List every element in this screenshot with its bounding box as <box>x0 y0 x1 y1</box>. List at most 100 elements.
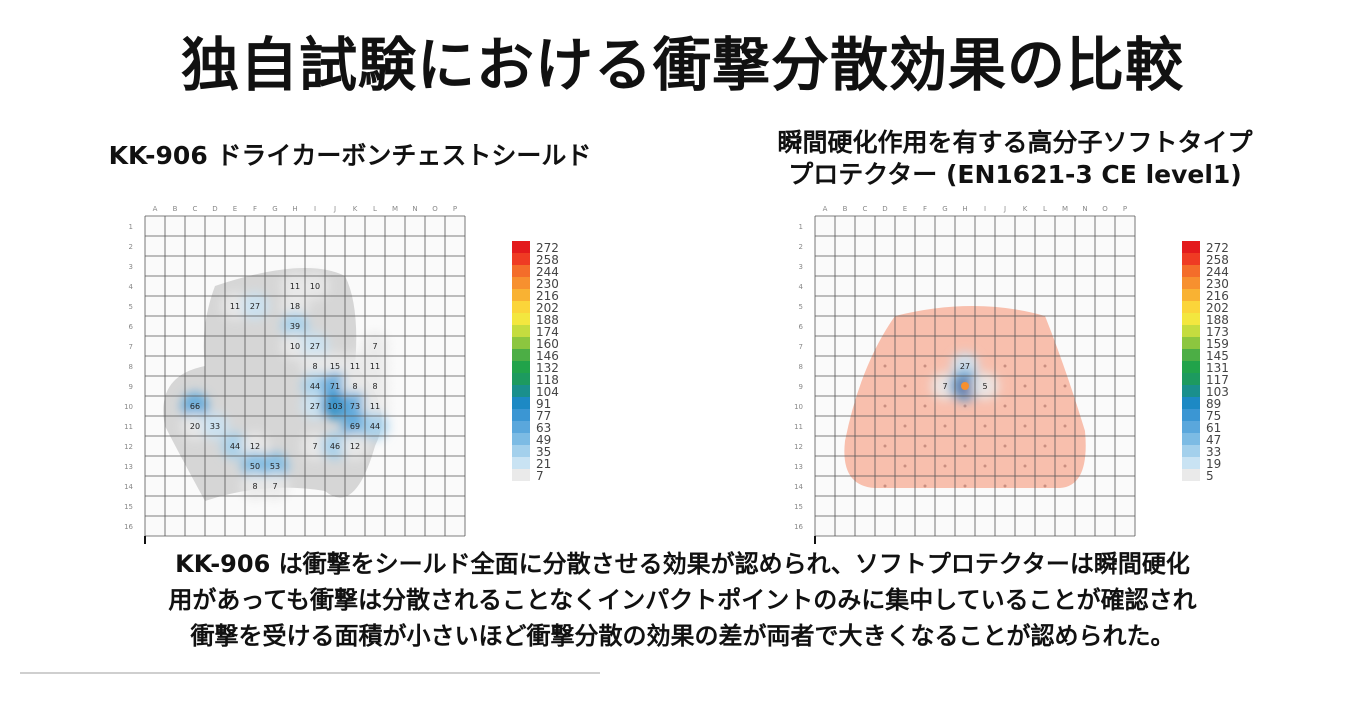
cell-value-label: 50 <box>250 462 260 471</box>
column-label: J <box>1003 205 1006 213</box>
cell-value-label: 11 <box>230 302 240 311</box>
heat-blob <box>341 432 369 460</box>
row-label: 3 <box>129 263 133 271</box>
sensor-dot <box>883 444 887 448</box>
scale-label: 49 <box>536 433 551 447</box>
scale-swatch <box>512 433 530 445</box>
scale-swatch <box>1182 265 1200 277</box>
scale-swatch <box>1182 409 1200 421</box>
cell-value-label: 11 <box>290 282 300 291</box>
column-label: G <box>272 205 277 213</box>
caption-line-3: 衝撃を受ける面積が小さいほど衝撃分散の効果の差が両者で大きくなることが認められた… <box>190 622 1175 650</box>
sensor-dot <box>1023 464 1027 468</box>
cell-value-label: 44 <box>370 422 380 431</box>
scale-label: 188 <box>1206 313 1229 327</box>
heat-blob <box>301 352 329 380</box>
heat-blob <box>341 372 369 400</box>
column-label: B <box>843 205 848 213</box>
column-label: L <box>373 205 377 213</box>
row-label: 12 <box>794 443 803 451</box>
column-label: H <box>962 205 967 213</box>
right-chart-title-line1: 瞬間硬化作用を有する高分子ソフトタイプ <box>777 128 1253 157</box>
scale-label: 244 <box>1206 265 1229 279</box>
scale-swatch <box>512 397 530 409</box>
cell-value-label: 66 <box>190 402 200 411</box>
column-label: F <box>253 205 257 213</box>
heat-blobs <box>931 352 999 402</box>
row-label: 5 <box>799 303 803 311</box>
row-label: 16 <box>124 523 133 531</box>
left-heatmap-chart: A B C D E F G H I J K L M N O P123456789101112131415161… <box>115 200 575 545</box>
scale-swatch <box>1182 457 1200 469</box>
row-label: 4 <box>799 283 804 291</box>
column-label: M <box>1062 205 1068 213</box>
scale-label: 35 <box>536 445 551 459</box>
sensor-dot <box>1023 384 1027 388</box>
scale-label: 202 <box>536 301 559 315</box>
sensor-dot <box>1043 404 1047 408</box>
heat-blob <box>301 392 329 420</box>
scale-label: 272 <box>1206 241 1229 255</box>
column-label: N <box>1082 205 1087 213</box>
heat-blob <box>241 292 269 320</box>
cell-value-label: 10 <box>290 342 300 351</box>
heat-blob <box>341 412 369 440</box>
scale-swatch <box>1182 277 1200 289</box>
scale-label: 103 <box>1206 385 1229 399</box>
sensor-dot <box>1003 404 1007 408</box>
heat-blob <box>321 432 349 460</box>
sensor-dot <box>963 404 967 408</box>
column-label: C <box>863 205 868 213</box>
heat-blob <box>261 472 289 500</box>
scale-label: 5 <box>1206 469 1214 483</box>
scale-swatch <box>1182 349 1200 361</box>
sensor-dot <box>963 484 967 488</box>
row-label: 15 <box>124 503 133 511</box>
scale-label: 89 <box>1206 397 1221 411</box>
cell-value-label: 15 <box>330 362 340 371</box>
column-label: N <box>412 205 417 213</box>
row-label: 13 <box>124 463 133 471</box>
cell-value-label: 11 <box>370 402 380 411</box>
cell-value-label: 11 <box>350 362 360 371</box>
sensor-dot <box>1063 424 1067 428</box>
cell-value-label: 7 <box>312 442 317 451</box>
scale-label: 173 <box>1206 325 1229 339</box>
row-label: 9 <box>799 383 803 391</box>
scale-swatch <box>512 241 530 253</box>
scale-swatch <box>512 253 530 265</box>
heat-blob <box>281 272 309 300</box>
column-label: P <box>453 205 457 213</box>
row-label: 8 <box>799 363 803 371</box>
cell-value-label: 46 <box>330 442 340 451</box>
scale-swatch <box>512 265 530 277</box>
scale-swatch <box>512 445 530 457</box>
row-label: 5 <box>129 303 133 311</box>
scale-label: 91 <box>536 397 551 411</box>
cell-value-label: 10 <box>310 282 320 291</box>
heat-blob <box>281 332 309 360</box>
cell-value-label: 44 <box>230 442 240 451</box>
heat-blob <box>321 352 349 380</box>
scale-swatch <box>512 289 530 301</box>
cell-value-label: 7 <box>372 342 377 351</box>
cell-value-label: 71 <box>330 382 340 391</box>
scale-label: 117 <box>1206 373 1229 387</box>
heat-blob <box>181 392 209 420</box>
scale-label: 216 <box>1206 289 1229 303</box>
scale-swatch <box>512 373 530 385</box>
cell-value-label: 5 <box>982 382 987 391</box>
scale-label: 131 <box>1206 361 1229 375</box>
scale-swatch <box>512 457 530 469</box>
column-label: D <box>212 205 217 213</box>
column-label: H <box>292 205 297 213</box>
scale-swatch <box>1182 469 1200 481</box>
column-label: E <box>233 205 237 213</box>
scale-label: 63 <box>536 421 551 435</box>
scale-label: 202 <box>1206 301 1229 315</box>
scale-label: 174 <box>536 325 559 339</box>
row-label: 3 <box>799 263 803 271</box>
row-label: 10 <box>794 403 803 411</box>
cell-value-label: 73 <box>350 402 360 411</box>
cell-value-label: 18 <box>290 302 300 311</box>
